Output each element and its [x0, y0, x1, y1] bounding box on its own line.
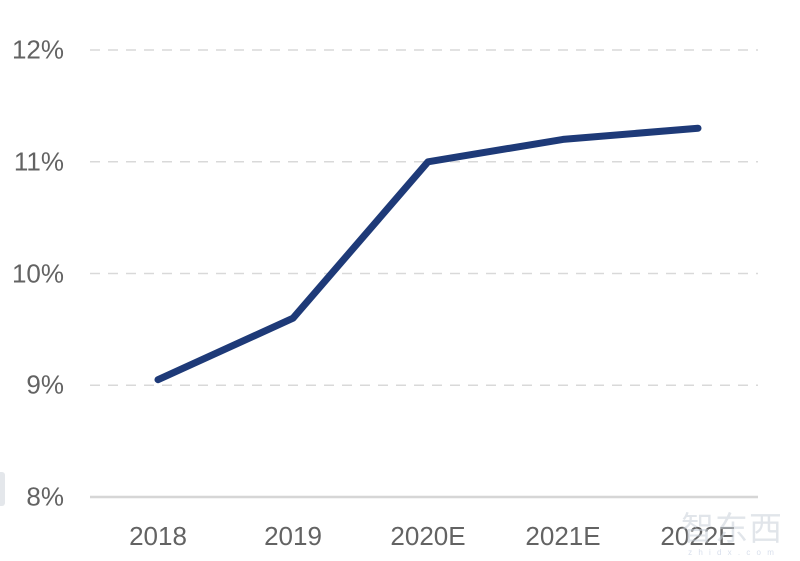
trend-line [154, 124, 702, 384]
y-tick-label: 9% [26, 369, 64, 400]
watermark-fragment-left [0, 472, 5, 506]
y-tick-label: 8% [26, 481, 64, 512]
x-tick-label: 2019 [264, 521, 322, 551]
y-tick-label: 10% [11, 257, 64, 288]
y-tick-label: 12% [11, 34, 64, 65]
x-tick-label: 2018 [129, 521, 187, 551]
x-tick-label: 2020E [390, 521, 466, 551]
x-tick-label: 2022E [660, 521, 736, 551]
x-tick-label: 2021E [525, 521, 601, 551]
y-tick-label: 11% [13, 146, 64, 177]
